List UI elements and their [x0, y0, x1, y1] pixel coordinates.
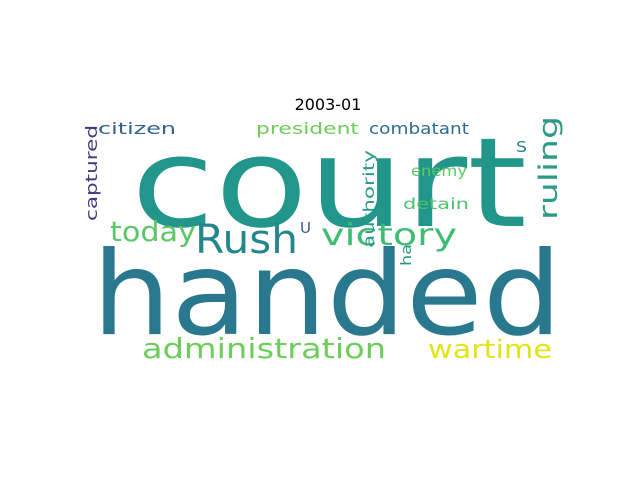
word-citizen: citizen: [98, 119, 176, 138]
word-court: court: [131, 112, 527, 256]
word-wartime: wartime: [428, 335, 552, 365]
word-administration: administration: [142, 332, 386, 365]
word-president: president: [256, 119, 359, 138]
word-victory: victory: [321, 218, 457, 253]
word-captured: captured: [82, 125, 101, 221]
word-detain: detain: [403, 195, 469, 213]
word-ha: ha: [399, 244, 415, 266]
word-u: U: [300, 219, 311, 237]
word-enemy: enemy: [411, 162, 467, 180]
word-handed: handed: [92, 227, 562, 362]
word-today: today: [110, 215, 196, 248]
word-rush: Rush: [195, 217, 298, 263]
word-s: S: [516, 138, 527, 156]
word-authority: authority: [360, 150, 378, 248]
word-combatant: combatant: [369, 119, 469, 138]
word-ruling: ruling: [534, 116, 564, 220]
chart-title: 2003-01: [295, 95, 362, 114]
